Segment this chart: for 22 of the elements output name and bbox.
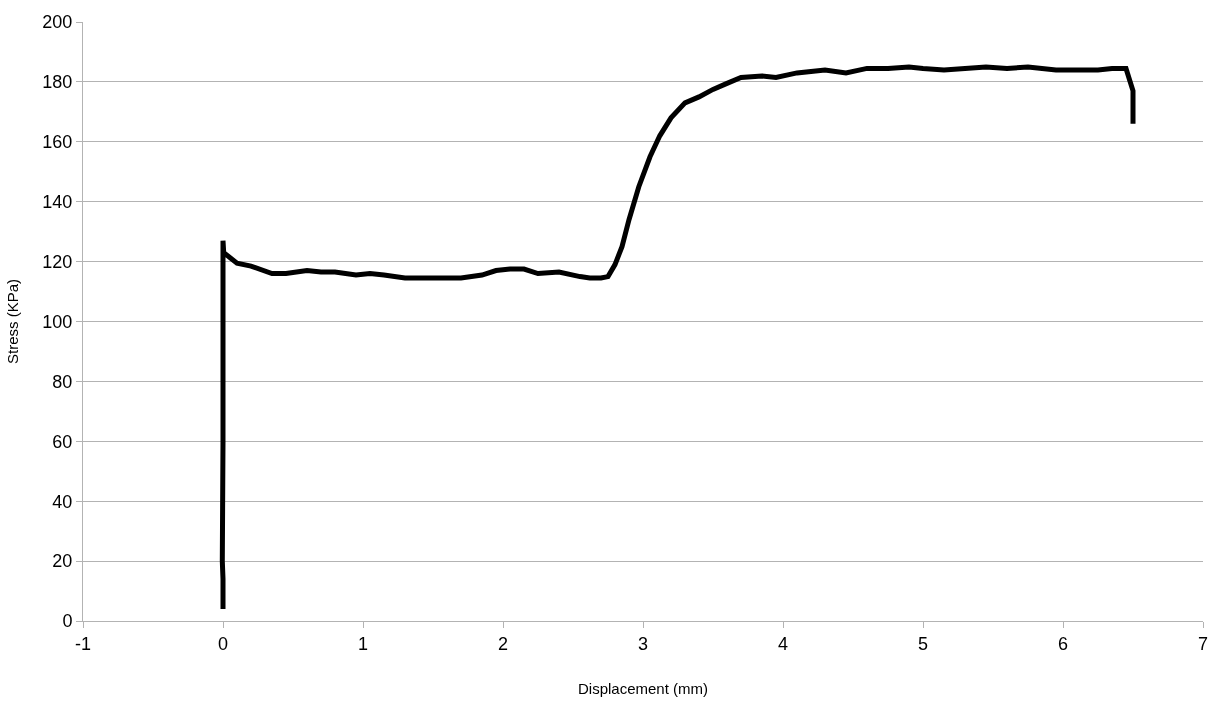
x-tick-label: 0 xyxy=(217,633,229,654)
x-tick-label: 7 xyxy=(1197,633,1209,654)
y-tick-label: 40 xyxy=(52,491,73,512)
x-tick-label: 3 xyxy=(637,633,649,654)
x-tick-label: 5 xyxy=(917,633,929,654)
x-tick-label: -1 xyxy=(74,633,92,654)
x-tick-label: 2 xyxy=(497,633,509,654)
y-tick-label: 20 xyxy=(52,551,73,572)
y-tick-label: 0 xyxy=(62,611,73,632)
y-tick-label: 80 xyxy=(52,371,73,392)
y-tick-label: 180 xyxy=(42,72,73,93)
y-tick-label: 100 xyxy=(42,311,73,332)
y-tick-label: 200 xyxy=(42,12,73,33)
y-axis-title: Stress (KPa) xyxy=(3,278,21,365)
y-tick-label: 60 xyxy=(52,431,73,452)
x-tick-label: 4 xyxy=(777,633,789,654)
y-tick-label: 160 xyxy=(42,132,73,153)
x-axis-title: Displacement (mm) xyxy=(577,679,709,697)
x-tick-label: 6 xyxy=(1057,633,1069,654)
x-tick-label: 1 xyxy=(357,633,369,654)
y-tick-label: 140 xyxy=(42,192,73,212)
y-tick-label: 120 xyxy=(42,251,73,272)
